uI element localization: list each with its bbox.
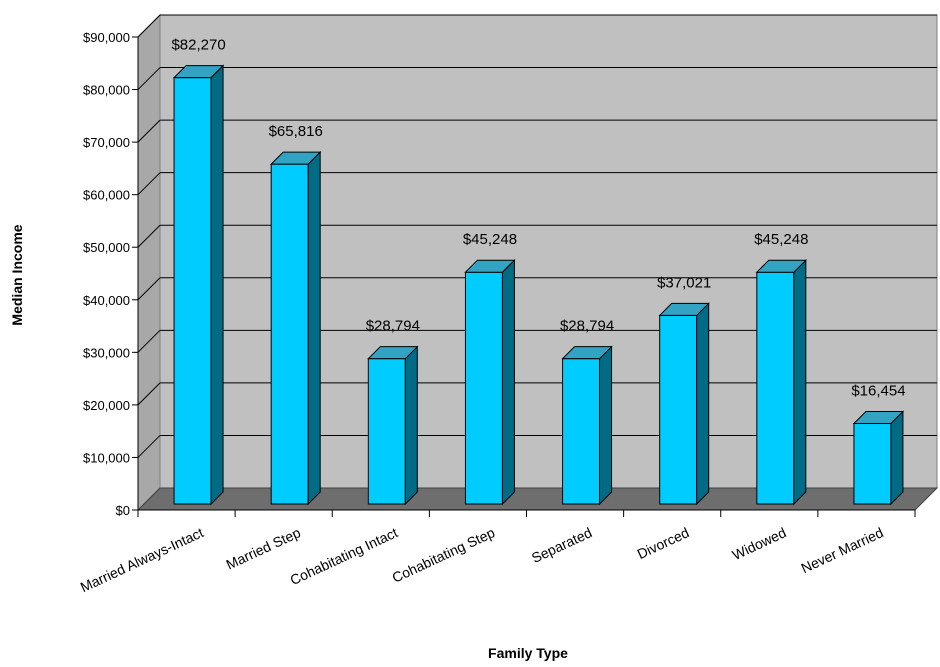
x-tick-label: Married Step xyxy=(224,524,304,572)
x-tick-label: Cohabitating Intact xyxy=(288,524,401,588)
bar-top xyxy=(367,346,419,360)
data-label: $16,454 xyxy=(851,383,905,400)
y-tick-label: $30,000 xyxy=(83,345,130,360)
x-tick-label: Never Married xyxy=(799,524,886,576)
y-tick-label: $60,000 xyxy=(83,188,130,203)
bar-side xyxy=(404,345,418,506)
bar xyxy=(756,271,795,505)
data-label: $82,270 xyxy=(171,37,225,54)
bar-top xyxy=(464,259,516,273)
y-tick-label: $80,000 xyxy=(83,83,130,98)
bar-top xyxy=(172,65,225,79)
bar-side xyxy=(307,150,321,506)
y-tick-label: $10,000 xyxy=(83,450,130,465)
x-tick-label: Widowed xyxy=(730,524,789,563)
data-label: $45,248 xyxy=(463,231,517,248)
bar-top xyxy=(561,346,613,360)
bar xyxy=(659,314,698,505)
x-tick-label: Separated xyxy=(529,524,594,566)
gridline-side xyxy=(137,67,161,90)
gridline-side xyxy=(137,435,161,458)
gridline-side xyxy=(137,14,161,38)
bar-side xyxy=(210,64,224,506)
gridline-side xyxy=(137,382,161,406)
y-tick-label: $50,000 xyxy=(83,240,130,255)
data-label: $28,794 xyxy=(560,318,614,335)
data-label: $65,816 xyxy=(269,123,323,140)
gridline-side xyxy=(137,119,161,143)
gridline-side xyxy=(137,277,161,301)
bar-side xyxy=(696,302,710,506)
data-label: $28,794 xyxy=(366,318,420,335)
data-label: $37,021 xyxy=(657,274,711,291)
bar xyxy=(562,358,601,505)
chart-floor xyxy=(136,487,939,511)
bar-side xyxy=(501,258,515,506)
data-labels: $82,270 $65,816 $28,794 $45,248 $28,794 $37,0… xyxy=(171,37,905,400)
y-tick-label: $0 xyxy=(116,503,130,518)
bar-top xyxy=(755,259,808,273)
y-tick-label: $90,000 xyxy=(83,30,130,45)
x-tick-label: Married Always-Intact xyxy=(78,524,206,595)
gridline-side xyxy=(137,172,161,196)
bar-side xyxy=(890,410,904,506)
x-axis-title: Family Type xyxy=(488,645,568,661)
floor-panel xyxy=(136,487,939,511)
x-tick-label: Divorced xyxy=(635,524,692,562)
bar-side xyxy=(793,258,807,506)
axes xyxy=(132,36,916,517)
bars xyxy=(172,64,905,506)
y-tick-label: $40,000 xyxy=(83,293,130,308)
bar xyxy=(367,358,406,505)
bar xyxy=(853,423,892,505)
y-tick-label: $70,000 xyxy=(83,135,130,150)
bar xyxy=(173,77,212,505)
bar-top xyxy=(269,151,322,165)
y-axis-title: Median Income xyxy=(9,224,25,325)
bar xyxy=(464,271,503,505)
y-tick-label: $20,000 xyxy=(83,398,130,413)
data-label: $45,248 xyxy=(754,231,808,248)
gridline-side xyxy=(137,329,161,353)
bar-top xyxy=(658,302,710,316)
bar xyxy=(270,163,309,505)
bar-side xyxy=(599,345,613,506)
side-wall-panel xyxy=(137,13,161,512)
x-tick-label: Cohabitating Step xyxy=(390,524,498,586)
gridline-side xyxy=(137,224,161,248)
bar-top xyxy=(852,411,905,425)
